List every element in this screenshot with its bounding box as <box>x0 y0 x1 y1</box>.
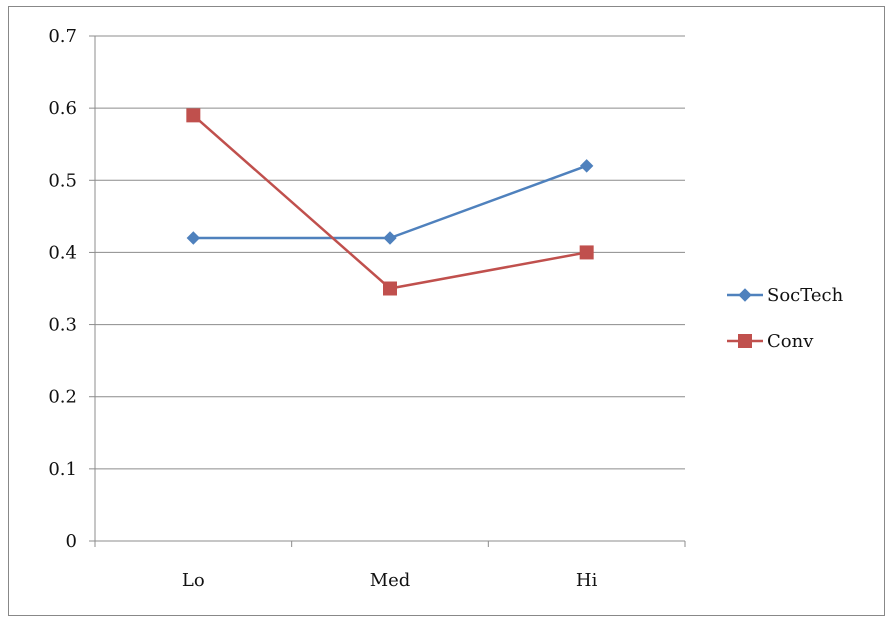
y-tick-label: 0.4 <box>48 242 77 263</box>
series-line <box>192 114 587 290</box>
x-tick-label: Lo <box>182 570 205 591</box>
series-soctech <box>186 159 594 245</box>
legend-item: Conv <box>727 331 814 352</box>
y-tick-label: 0.5 <box>48 170 77 191</box>
legend-item: SocTech <box>727 285 844 306</box>
legend: SocTech Conv <box>727 285 844 352</box>
data-point <box>579 245 594 260</box>
legend-marker <box>738 288 752 302</box>
x-tick-label: Med <box>370 570 411 591</box>
data-point <box>579 159 594 173</box>
y-tick-label: 0.6 <box>48 98 77 119</box>
line-chart: 0 0.1 0.2 0.3 0.4 0.5 0.6 0.7 Lo Med Hi SocTech Con… <box>48 26 844 591</box>
y-tick-label: 0.3 <box>48 315 77 336</box>
legend-marker <box>738 334 752 348</box>
data-point <box>186 108 201 123</box>
series-conv <box>186 108 594 296</box>
data-point <box>383 281 397 296</box>
gridlines <box>95 35 685 470</box>
series <box>186 108 594 296</box>
legend-label: Conv <box>767 331 814 352</box>
data-point <box>186 231 201 245</box>
chart-frame: 0 0.1 0.2 0.3 0.4 0.5 0.6 0.7 Lo Med Hi SocTech Con… <box>8 6 885 616</box>
x-tick-label: Hi <box>576 570 598 591</box>
y-tick-label: 0.2 <box>48 387 77 408</box>
y-tick-label: 0.7 <box>48 26 77 47</box>
series-line <box>193 164 588 240</box>
y-tick-label: 0.1 <box>48 459 77 480</box>
axes: 0 0.1 0.2 0.3 0.4 0.5 0.6 0.7 Lo Med Hi <box>48 26 686 591</box>
data-point <box>383 231 397 245</box>
y-tick-label: 0 <box>66 531 77 552</box>
legend-label: SocTech <box>767 285 844 306</box>
